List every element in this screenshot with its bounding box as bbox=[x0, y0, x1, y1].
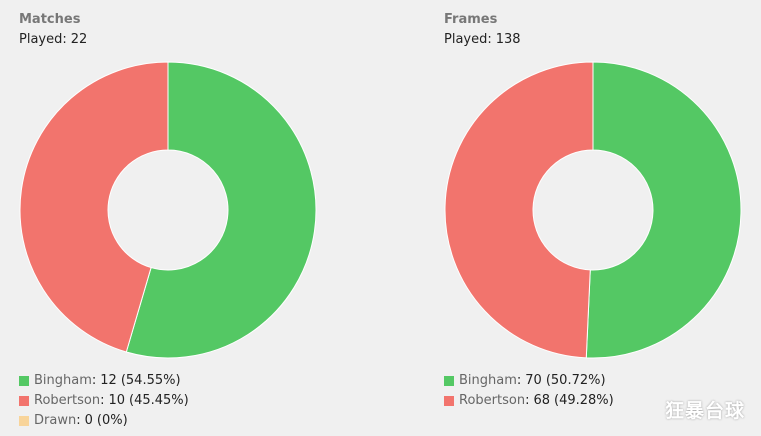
legend-item-bingham[interactable]: Bingham: 70 (50.72%) bbox=[444, 371, 614, 391]
legend-value: 68 bbox=[533, 393, 550, 408]
legend-swatch bbox=[444, 396, 454, 406]
legend-value: 70 bbox=[525, 373, 542, 388]
legend-item-robertson[interactable]: Robertson: 10 (45.45%) bbox=[19, 391, 189, 411]
legend-percent: (54.55%) bbox=[120, 373, 181, 388]
legend-swatch bbox=[19, 416, 29, 426]
legend-item-robertson[interactable]: Robertson: 68 (49.28%) bbox=[444, 391, 614, 411]
chart-subtitle: Played: 138 bbox=[444, 32, 521, 47]
frames-donut bbox=[444, 61, 742, 359]
legend-percent: (49.28%) bbox=[554, 393, 614, 408]
chart-title: Frames bbox=[444, 12, 498, 27]
slice-robertson[interactable] bbox=[444, 61, 594, 359]
legend-item-drawn[interactable]: Drawn: 0 (0%) bbox=[19, 411, 189, 431]
legend-item-bingham[interactable]: Bingham: 12 (54.55%) bbox=[19, 371, 189, 391]
legend-percent: (45.45%) bbox=[129, 393, 189, 408]
legend-value: 0 bbox=[84, 413, 93, 428]
chart-title: Matches bbox=[19, 12, 81, 27]
legend-value: 12 bbox=[100, 373, 117, 388]
legend-swatch bbox=[19, 396, 29, 406]
legend-name: Drawn bbox=[34, 413, 77, 428]
legend-name: Bingham bbox=[34, 373, 92, 388]
legend-name: Bingham bbox=[459, 373, 517, 388]
subtitle-value: 22 bbox=[70, 32, 88, 47]
legend-value: 10 bbox=[108, 393, 125, 408]
legend-swatch bbox=[19, 376, 29, 386]
legend-swatch bbox=[444, 376, 454, 386]
slice-bingham[interactable] bbox=[585, 61, 742, 359]
subtitle-label: Played: bbox=[444, 32, 492, 47]
matches-chart-panel: Matches Played: 22 Bingham: 12 (54.55%) R… bbox=[0, 0, 380, 436]
legend-name: Robertson bbox=[459, 393, 526, 408]
chart-subtitle: Played: 22 bbox=[19, 32, 87, 47]
chart-legend: Bingham: 70 (50.72%) Robertson: 68 (49.2… bbox=[444, 371, 614, 411]
frames-chart-panel: Frames Played: 138 Bingham: 70 (50.72%) R… bbox=[425, 0, 761, 436]
legend-percent: (0%) bbox=[96, 413, 128, 428]
watermark-text: 狂暴台球 bbox=[664, 400, 745, 422]
legend-name: Robertson bbox=[34, 393, 101, 408]
subtitle-value: 138 bbox=[495, 32, 521, 47]
slice-bingham[interactable] bbox=[125, 61, 317, 359]
matches-donut bbox=[19, 61, 317, 359]
subtitle-label: Played: bbox=[19, 32, 67, 47]
chart-legend: Bingham: 12 (54.55%) Robertson: 10 (45.4… bbox=[19, 371, 189, 431]
legend-percent: (50.72%) bbox=[545, 373, 606, 388]
slice-robertson[interactable] bbox=[19, 61, 169, 353]
